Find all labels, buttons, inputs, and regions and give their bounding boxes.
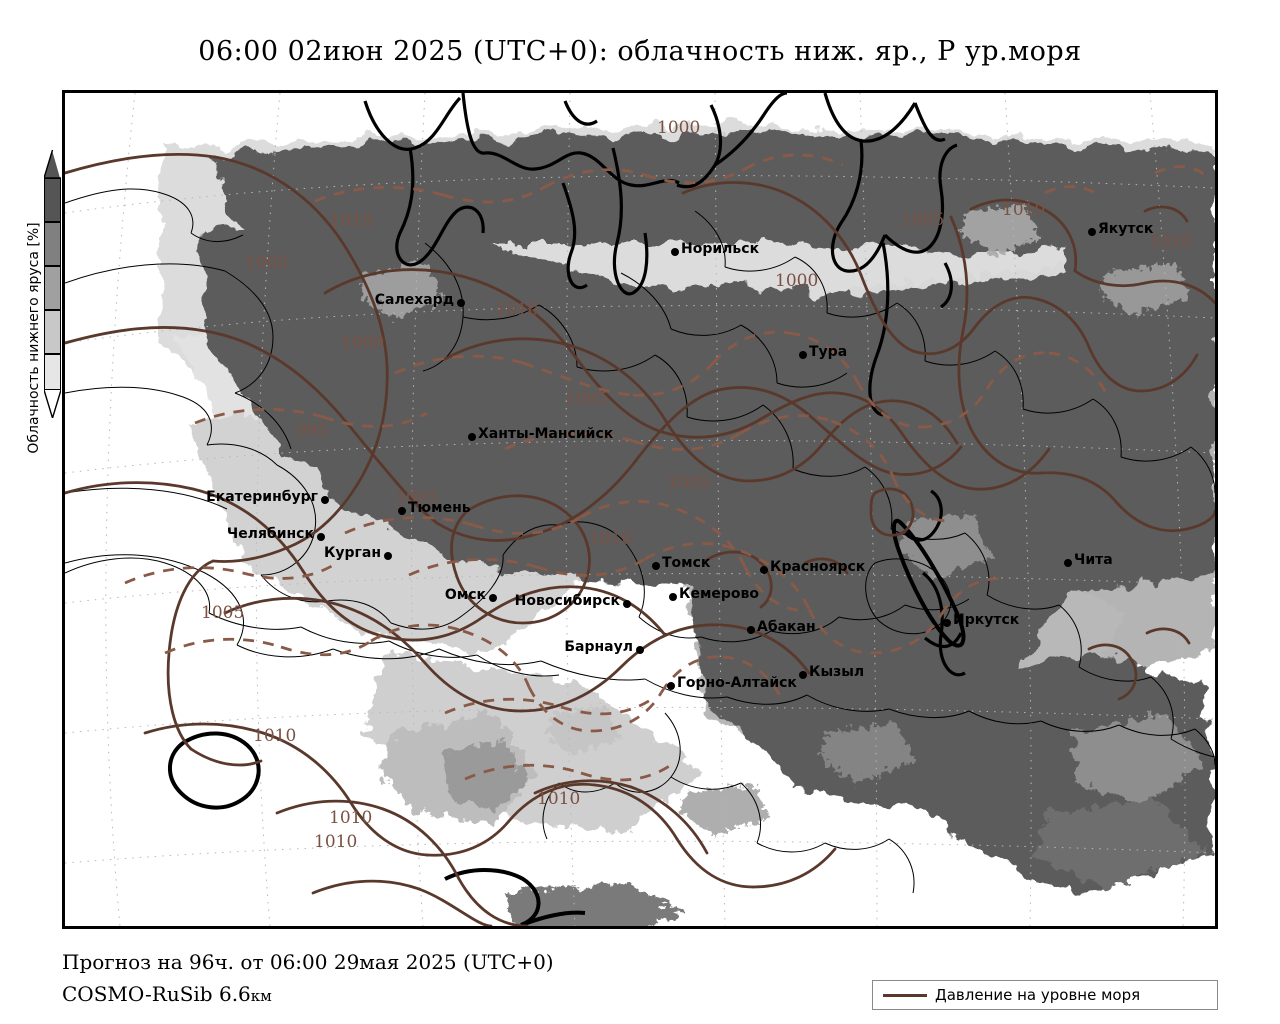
city-dot-icon: [760, 566, 768, 574]
city-label: Кызыл: [809, 664, 865, 680]
colorbar-segment-50: [44, 266, 61, 310]
city-dot-icon: [747, 626, 755, 634]
city-dot-icon: [799, 671, 807, 679]
colorbar-segment-90: [44, 178, 61, 222]
model-name: COSMO-RuSib 6.6: [62, 982, 251, 1006]
city-dot-icon: [321, 496, 329, 504]
city-dot-icon: [623, 600, 631, 608]
city-label: Абакан: [757, 619, 816, 635]
city-label: Челябинск: [226, 526, 314, 542]
map-canvas[interactable]: 1000 1010 1005 1010 1010 1005 1000 1010 1000 1005…: [62, 90, 1218, 929]
page-title: 06:00 02июн 2025 (UTC+0): облачность ниж…: [198, 36, 1082, 67]
colorbar-segment-70: [44, 222, 61, 266]
city-dot-icon: [317, 533, 325, 541]
city-label: Новосибирск: [514, 593, 620, 609]
colorbar-top-arrow: [44, 150, 60, 178]
city-label: Норильск: [681, 241, 760, 257]
isobar-value-label: 995: [296, 421, 329, 441]
legend-box: Давление на уровне моря: [872, 980, 1218, 1010]
colorbar-segment-30: [44, 310, 61, 354]
city-label: Кемерово: [679, 586, 759, 602]
isobar-value-label: 1005: [201, 603, 245, 623]
model-unit: км: [250, 987, 272, 1005]
boundaries-layer: [65, 93, 1215, 926]
city-label: Курган: [323, 545, 381, 561]
city-dot-icon: [468, 433, 476, 441]
isobar-value-label: 1010: [253, 726, 297, 746]
isobar-value-label: 1005: [245, 253, 289, 273]
city-dot-icon: [671, 248, 679, 256]
isobar-value-label: 1005: [395, 488, 439, 508]
city-label: Томск: [662, 555, 711, 571]
isobar-layer: [65, 153, 1215, 926]
isobar-value-label: 1005: [667, 473, 711, 493]
city-label: Салехард: [374, 292, 454, 308]
colorbar-caption: Облачность нижнего яруса [%]: [26, 222, 42, 454]
isobar-value-label: 1010: [495, 300, 539, 320]
isobar-value-label: 1010: [329, 808, 373, 828]
graticule-layer: [65, 93, 1215, 926]
city-dot-icon: [636, 646, 644, 654]
city-dot-icon: [799, 351, 807, 359]
city-dot-icon: [1088, 228, 1096, 236]
isobar-value-label: 1010: [330, 211, 374, 231]
model-info-line: COSMO-RuSib 6.6км: [62, 982, 272, 1006]
isobar-value-label: 1010: [1149, 232, 1193, 252]
city-dot-icon: [384, 552, 392, 560]
colorbar: [44, 150, 61, 418]
city-dot-icon: [398, 507, 406, 515]
city-label: Омск: [444, 587, 486, 603]
city-label: Красноярск: [770, 559, 866, 575]
city-label: Барнаул: [564, 639, 633, 655]
city-label: Иркутск: [953, 612, 1020, 628]
city-dot-icon: [669, 593, 677, 601]
city-label: Екатеринбург: [206, 489, 318, 505]
city-dot-icon: [1064, 559, 1072, 567]
city-dot-icon: [489, 594, 497, 602]
city-label: Чита: [1074, 552, 1113, 568]
city-label: Тюмень: [408, 500, 471, 516]
isobar-value-label: 1000: [775, 271, 819, 291]
city-dot-icon: [457, 299, 465, 307]
isobar-value-label: 1005: [901, 210, 945, 230]
isobar-value-label: 1010: [314, 832, 358, 852]
cloud-cover-layer: [160, 123, 1215, 926]
isobar-value-label: 1005: [565, 389, 609, 409]
forecast-info-line: Прогноз на 96ч. от 06:00 29мая 2025 (UTC…: [62, 950, 554, 974]
isobar-value-label: 1010: [537, 789, 581, 809]
map-layers: 1000 1010 1005 1010 1010 1005 1000 1010 1000 1005…: [65, 93, 1215, 926]
city-label: Ханты-Мансийск: [478, 426, 614, 442]
city-label: Горно-Алтайск: [677, 675, 797, 691]
isobar-value-label: 1000: [341, 333, 385, 353]
city-dot-icon: [943, 619, 951, 627]
legend-label: Давление на уровне моря: [935, 986, 1141, 1004]
isobar-value-label: 1000: [657, 118, 701, 138]
isobar-value-label: 1010: [589, 529, 633, 549]
pressure-line-swatch: [883, 993, 927, 997]
city-dot-icon: [652, 562, 660, 570]
colorbar-segment-10: [44, 354, 61, 390]
isobar-value-label: 1010: [1002, 200, 1046, 220]
city-label: Якутск: [1098, 221, 1154, 237]
city-label: Тура: [809, 344, 848, 360]
city-dot-icon: [667, 682, 675, 690]
